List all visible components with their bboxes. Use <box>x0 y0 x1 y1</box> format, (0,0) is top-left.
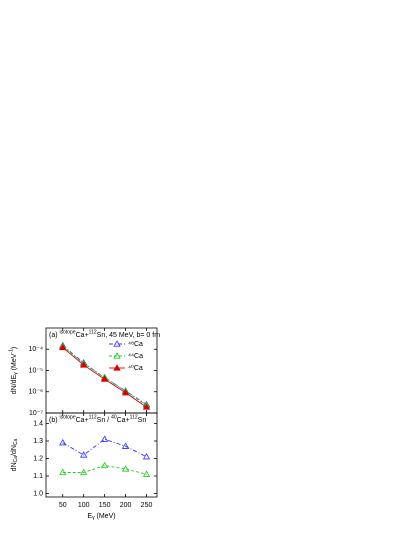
y-axis-label-part: dN/dE <box>11 374 18 394</box>
point <box>100 435 109 442</box>
y-tick-label: 1.0 <box>33 490 43 497</box>
plot-frame <box>45 412 158 498</box>
y-tick-label: 1.4 <box>33 420 43 427</box>
annotation: (b) isotopeCa+112Sn / 40Ca+112Sn <box>49 415 146 424</box>
y-axis-label-part: -1 <box>9 349 15 354</box>
annotation-part: Ca+ <box>76 417 89 424</box>
annotation-part: Ca+ <box>117 417 130 424</box>
series-line <box>62 345 147 405</box>
series-line <box>62 438 147 458</box>
y-axis-label-part: dN <box>11 462 18 471</box>
point <box>142 470 151 477</box>
x-axis-label-part: γ <box>92 515 95 521</box>
point <box>142 452 151 460</box>
y-axis-label-part: γ <box>13 372 19 375</box>
y-tick-label: 10⁻⁷ <box>29 410 43 417</box>
annotation-part: Sn / <box>97 417 111 424</box>
y-axis-label-part: Ca <box>13 456 19 463</box>
y-tick-label: 1.1 <box>33 473 43 480</box>
legend-marker <box>113 352 121 359</box>
annotation-part: 112 <box>89 415 97 421</box>
point <box>142 403 151 410</box>
point <box>59 468 67 476</box>
annotation-part: 112 <box>89 330 97 336</box>
annotation-part: 40 <box>111 415 117 421</box>
legend-label: ⁴⁴Ca <box>128 353 143 360</box>
annotation-part: (a) <box>49 332 60 339</box>
point <box>121 465 130 472</box>
point <box>59 438 67 446</box>
legend-marker <box>113 364 121 371</box>
point <box>80 361 88 368</box>
x-tick-label: 150 <box>99 502 111 509</box>
annotation-part: Ca+ <box>76 332 89 339</box>
y-tick-label: 10⁻⁶ <box>29 389 43 396</box>
x-tick-label: 250 <box>141 502 153 509</box>
y-axis-label-part: /dN <box>11 445 18 456</box>
x-axis-label-part: (MeV) <box>95 513 116 520</box>
x-tick-label: 100 <box>78 502 90 509</box>
legend-label: ⁴⁰Ca <box>128 364 143 372</box>
y-tick-label: 10⁻⁵ <box>29 367 43 374</box>
x-tick-label: 200 <box>120 502 132 509</box>
x-axis-label: Eγ (MeV) <box>87 513 115 521</box>
legend-marker <box>113 340 121 347</box>
y-axis-label: dN/dEγ (MeV-1) <box>9 347 20 394</box>
point <box>80 451 88 458</box>
series-line <box>62 465 147 475</box>
point <box>80 468 88 476</box>
y-axis-label-part: ) <box>11 347 18 349</box>
point <box>100 461 109 469</box>
annotation-part: (b) <box>49 417 60 424</box>
x-tick-label: 50 <box>59 502 67 509</box>
y-axis-label: dNCa/dNCa <box>11 438 19 471</box>
annotation-part: isotope <box>60 330 76 336</box>
y-tick-label: 10⁻⁴ <box>29 346 44 353</box>
point <box>121 442 130 449</box>
annotation-part: 112 <box>130 415 138 421</box>
y-tick-label: 1.2 <box>33 455 43 462</box>
annotation-part: isotope <box>60 415 76 421</box>
x-axis-label-part: E <box>87 513 92 520</box>
legend-label: ⁴⁸Ca <box>128 341 143 348</box>
point <box>100 375 109 382</box>
annotation: (a) isotopeCa+112Sn, 45 MeV, b= 0 fm <box>49 330 160 339</box>
y-axis-label-part: Ca <box>13 438 19 445</box>
y-tick-label: 1.3 <box>33 438 43 445</box>
y-axis-label-part: (MeV <box>11 353 18 372</box>
point <box>121 388 130 396</box>
annotation-part: Sn, 45 MeV, b= 0 fm <box>97 332 161 339</box>
annotation-part: Sn <box>138 417 147 424</box>
point <box>59 343 67 351</box>
